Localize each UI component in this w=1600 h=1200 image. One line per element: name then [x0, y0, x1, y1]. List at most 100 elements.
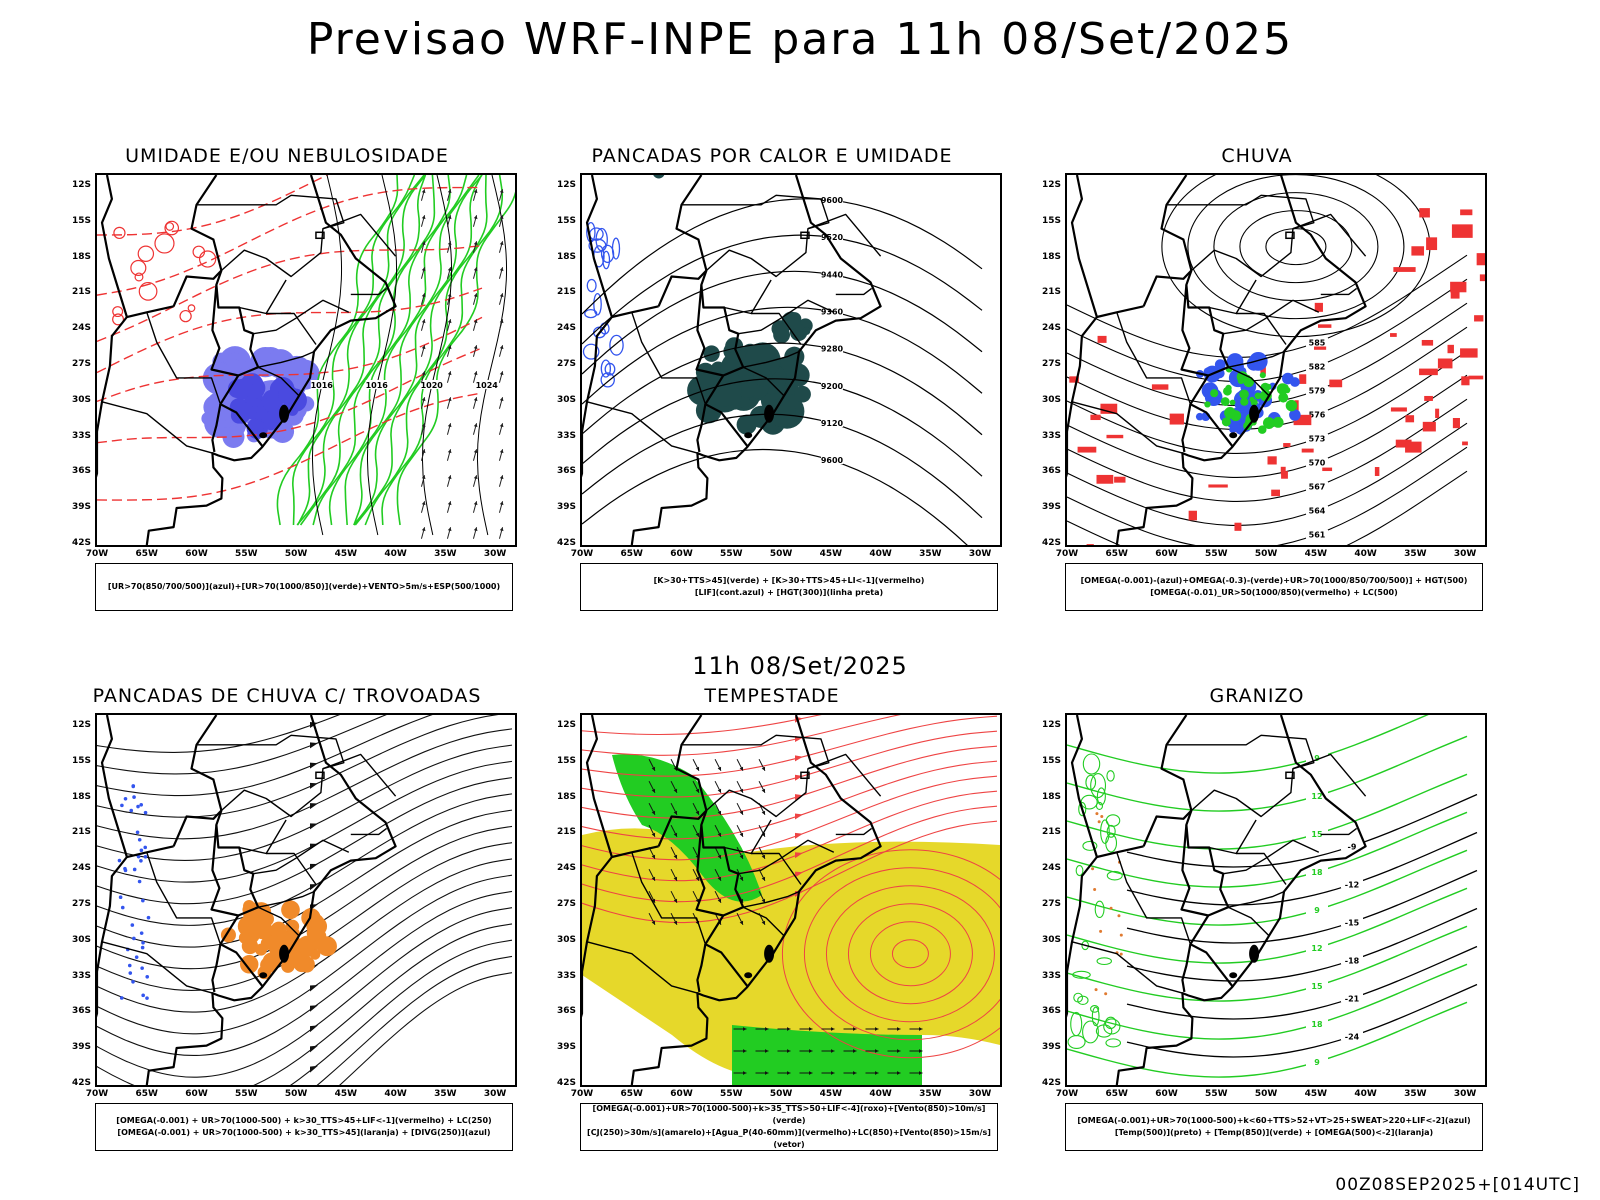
thickness-cell: [198, 250, 217, 268]
omega-patch: [1317, 324, 1332, 328]
thickness-cell: [130, 259, 147, 277]
shade-cell: [744, 342, 781, 379]
legend-line: [Temp(500)](preto) + [Temp(850)](verde) …: [1114, 1128, 1434, 1137]
thickness-cell: [164, 220, 180, 236]
arrow-head: [447, 215, 452, 220]
geopolitical-borders: [1067, 715, 1367, 1085]
divergence-dot: [139, 931, 144, 935]
arrow-head: [896, 1071, 901, 1075]
arrow-head: [673, 832, 678, 837]
thickness-cell: [165, 222, 175, 231]
flow-arrow: [310, 782, 318, 789]
wind-area: [612, 754, 762, 902]
lif-contour: [584, 308, 598, 319]
arrow-head: [717, 854, 722, 859]
omega-patch: [1234, 522, 1242, 531]
geopolitical-borders: [1067, 175, 1367, 545]
label-bg: [821, 232, 843, 242]
arrow-head: [421, 449, 426, 454]
lif-contour: [600, 244, 615, 264]
main-title: Previsao WRF-INPE para 11h 08/Set/2025: [306, 14, 1294, 65]
lat-tick-label: 33S: [556, 430, 576, 441]
label-bg: [1341, 955, 1363, 965]
hgt-closed-contour: [1239, 210, 1353, 284]
lat-tick-label: 36S: [1041, 466, 1061, 477]
lat-tick-label: 18S: [556, 791, 576, 802]
humid-lower-contour: [276, 175, 399, 526]
divergence-dot: [140, 966, 144, 970]
lat-tick-label: 12S: [556, 179, 576, 190]
arrow-head: [447, 293, 452, 298]
shade-cell: [308, 914, 324, 930]
divergence-dot: [145, 974, 150, 979]
map-tempestade[interactable]: [580, 713, 1002, 1087]
label-bg: [1306, 1057, 1328, 1067]
shade-cell: [1225, 384, 1232, 392]
lon-tick-label: 40W: [1354, 1089, 1377, 1099]
arrow-head: [473, 371, 478, 376]
arrow-head: [447, 345, 452, 350]
shade-cell: [767, 398, 796, 427]
map-trovoadas[interactable]: [95, 713, 517, 1087]
hgt-contour: [1067, 398, 1468, 502]
omega-patch: [1313, 346, 1327, 350]
arrow-head: [918, 1071, 923, 1075]
arrow-head: [739, 854, 744, 859]
contour-label: 9600: [821, 196, 844, 205]
arrow-head: [447, 449, 452, 454]
contour-label: 15: [1311, 982, 1323, 991]
flow-arrow: [310, 884, 318, 891]
map-umidade[interactable]: 1016 1016 1020 1024: [95, 173, 517, 547]
arrow-head: [447, 397, 452, 402]
shade-cell: [241, 925, 251, 935]
lon-tick-label: 65W: [1105, 549, 1128, 559]
arrow-head: [673, 876, 678, 881]
divergence-dot: [132, 867, 137, 872]
lon-tick-label: 60W: [1155, 549, 1178, 559]
federal-district: [1285, 771, 1295, 780]
lat-tick-label: 15S: [1041, 215, 1061, 226]
lon-tick-label: 40W: [384, 1089, 407, 1099]
lif-contour: [600, 359, 612, 378]
lat-tick-label: 39S: [556, 1042, 576, 1053]
streamline: [97, 923, 513, 1085]
lat-tick-label: 24S: [1041, 323, 1061, 334]
divergence-dot: [137, 837, 142, 842]
omega-patch: [1405, 415, 1415, 423]
omega-patch: [1301, 448, 1314, 453]
temp850-cell: [1081, 940, 1090, 951]
lagoa-dos-patos: [279, 404, 290, 423]
divergence-dot: [120, 905, 125, 910]
lon-tick-label: 50W: [769, 549, 793, 559]
shade-cell: [249, 383, 265, 399]
label-bg: [1341, 1031, 1363, 1041]
humid-lower-contour: [296, 175, 425, 526]
contour-label: -12: [1345, 880, 1359, 889]
shade-cell: [1272, 416, 1284, 428]
omega-patch: [1390, 333, 1397, 337]
shade-cell: [736, 414, 757, 435]
omega-patch: [1452, 417, 1460, 429]
lat-tick-label: 18S: [71, 791, 91, 802]
humid-lower-contour: [381, 175, 504, 526]
lagoa-dos-patos: [764, 404, 775, 423]
panel-pancadas-calor: PANCADAS POR CALOR E UMIDADE 9600 9520 944…: [542, 145, 1002, 625]
contour-label: 579: [1309, 387, 1326, 396]
map-pancadas-calor[interactable]: 9600 9520 9440 9360 9280 9200 9120 9600: [580, 173, 1002, 547]
contour-label: 567: [1309, 483, 1326, 492]
panel-trovoadas: PANCADAS DE CHUVA C/ TROVOADAS [OMEGA(-0…: [57, 685, 517, 1165]
lon-tick-label: 70W: [85, 1089, 109, 1099]
map-chuva[interactable]: 585582579576573570567564561588: [1065, 173, 1487, 547]
label-bg: [1341, 879, 1363, 889]
panel-title: TEMPESTADE: [704, 685, 840, 707]
map-granizo[interactable]: 9 12 15 18 9 12 15 18 9 -9 -12 -15 -18 -21 -24: [1065, 713, 1487, 1087]
arrow-head: [499, 449, 504, 454]
arrow-head: [717, 876, 722, 881]
arrow-head: [499, 189, 504, 194]
hgt-contour: [1067, 422, 1468, 526]
label-bg: [420, 380, 443, 389]
geopolitical-borders: [582, 715, 882, 1085]
shade-cell: [256, 421, 265, 430]
arrow-head: [852, 1071, 857, 1075]
arrow-head: [742, 1027, 747, 1031]
